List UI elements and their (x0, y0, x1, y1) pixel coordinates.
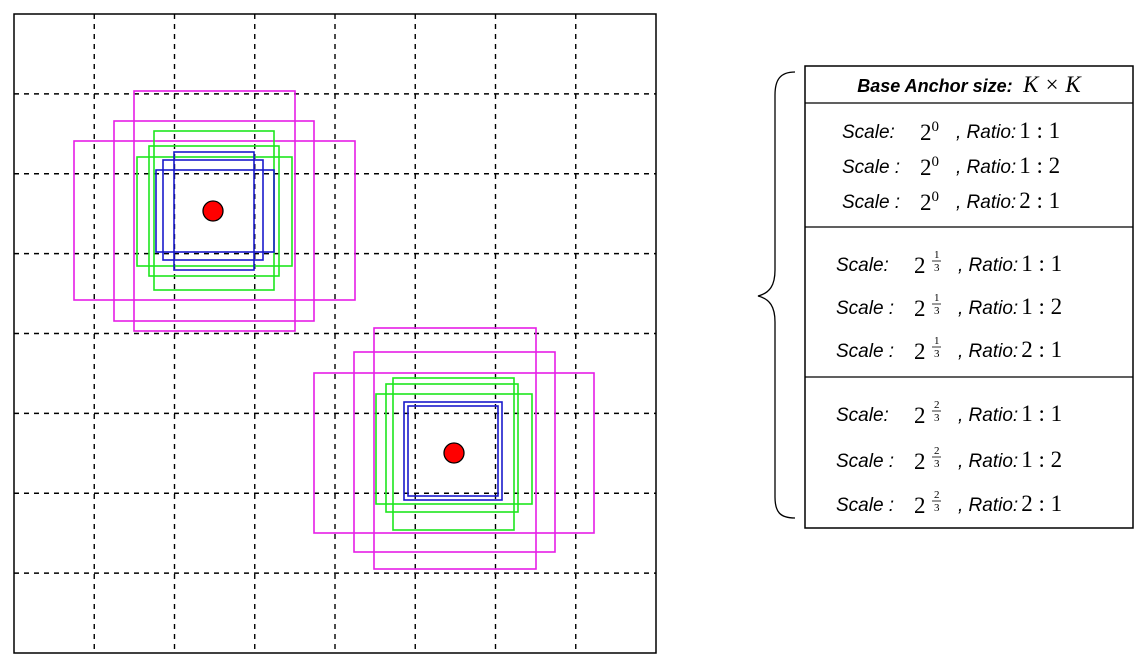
scale-label: Scale: (836, 255, 889, 276)
header-label: Base Anchor size: (857, 76, 1012, 96)
scale-label: Scale : (842, 192, 900, 213)
anchor-box (133, 90, 296, 332)
config-row: Scale : (836, 341, 894, 362)
scale-group-2-1-3: Scale: 2 1 3 , Ratio: 1 : 1 Scale : 2 1 3… (836, 249, 1062, 364)
curly-brace (757, 71, 796, 519)
scale-value: 20 (920, 189, 939, 215)
scale-group-2-2-3: Scale: 2 2 3 , Ratio: 1 : 1 Scale : 2 2 3… (836, 399, 1062, 518)
anchor-box (73, 140, 356, 301)
config-row: Scale : (836, 451, 894, 472)
scale-exp-den: 3 (934, 348, 940, 360)
anchor-box (403, 401, 503, 501)
anchor-set-1 (73, 90, 356, 332)
ratio-text: , Ratio: 1 : 1 (956, 118, 1060, 143)
config-row: Scale: (836, 405, 889, 426)
scale-exp-den: 3 (934, 412, 940, 424)
table-header: Base Anchor size: K × K (857, 72, 1082, 97)
config-row: Scale: (836, 255, 889, 276)
scale-label: Scale: (836, 405, 889, 426)
header-formula: K × K (1022, 72, 1082, 97)
anchor-box (173, 151, 255, 271)
scale-group-2-0: Scale: 20 , Ratio: 1 : 1 Scale : 20 , Rat… (842, 118, 1060, 215)
anchors-scale-2-2-3 (73, 90, 356, 332)
config-row: Scale : (836, 298, 894, 319)
anchors-scale-0 (403, 401, 503, 501)
anchor-box (136, 156, 293, 267)
config-row: Scale : (842, 192, 900, 213)
scale-base: 2 (914, 296, 926, 321)
ratio-text: , Ratio: 2 : 1 (956, 188, 1060, 213)
scale-exp-den: 3 (934, 502, 940, 514)
anchor-box (162, 159, 264, 261)
ratio-text: , Ratio: 1 : 1 (958, 401, 1062, 426)
grid-lines (14, 14, 656, 653)
scale-exp-den: 3 (934, 305, 940, 317)
anchor-box (407, 405, 499, 497)
scale-base: 2 (914, 493, 926, 518)
scale-label: Scale: (842, 122, 895, 143)
ratio-text: , Ratio: 2 : 1 (958, 337, 1062, 362)
scale-label: Scale : (842, 157, 900, 178)
scale-base: 2 (914, 403, 926, 428)
anchor-box (313, 372, 595, 534)
anchor-config-table: Base Anchor size: K × K Scale: 20 , Rati… (804, 65, 1134, 529)
scale-label: Scale : (836, 298, 894, 319)
ratio-text: , Ratio: 1 : 2 (958, 447, 1062, 472)
scale-base: 2 (914, 339, 926, 364)
ratio-text: , Ratio: 1 : 1 (958, 251, 1062, 276)
scale-base: 2 (914, 449, 926, 474)
scale-value: 20 (920, 119, 939, 145)
config-row: Scale : (836, 495, 894, 516)
scale-exp-num: 1 (934, 292, 940, 304)
scale-exp-num: 1 (934, 249, 940, 261)
ratio-text: , Ratio: 2 : 1 (958, 491, 1062, 516)
scale-exp-den: 3 (934, 458, 940, 470)
anchor-set-2 (313, 327, 595, 570)
scale-exp-num: 2 (934, 445, 940, 457)
anchor-box (392, 377, 515, 531)
ratio-text: , Ratio: 1 : 2 (958, 294, 1062, 319)
config-row: Scale : (842, 157, 900, 178)
anchor-center-point (443, 442, 465, 464)
anchor-box (385, 383, 519, 513)
feature-map (13, 13, 657, 654)
scale-value: 20 (920, 154, 939, 180)
anchor-box (375, 393, 533, 505)
anchors-scale-1-3 (375, 377, 533, 531)
scale-exp-num: 2 (934, 489, 940, 501)
scale-label: Scale : (836, 341, 894, 362)
scale-label: Scale : (836, 495, 894, 516)
anchors-scale-0 (155, 151, 275, 271)
anchor-box (155, 169, 275, 253)
table-border (804, 65, 1134, 529)
ratio-text: , Ratio: 1 : 2 (956, 153, 1060, 178)
anchor-box (148, 145, 280, 277)
scale-label: Scale : (836, 451, 894, 472)
anchor-center-point (202, 200, 224, 222)
scale-exp-den: 3 (934, 262, 940, 274)
anchor-box (353, 351, 556, 553)
scale-base: 2 (914, 253, 926, 278)
scale-exp-num: 1 (934, 335, 940, 347)
config-row: Scale: (842, 122, 895, 143)
anchor-box (113, 120, 315, 322)
anchors-scale-2-2-3 (313, 327, 595, 570)
anchor-box (373, 327, 537, 570)
scale-exp-num: 2 (934, 399, 940, 411)
